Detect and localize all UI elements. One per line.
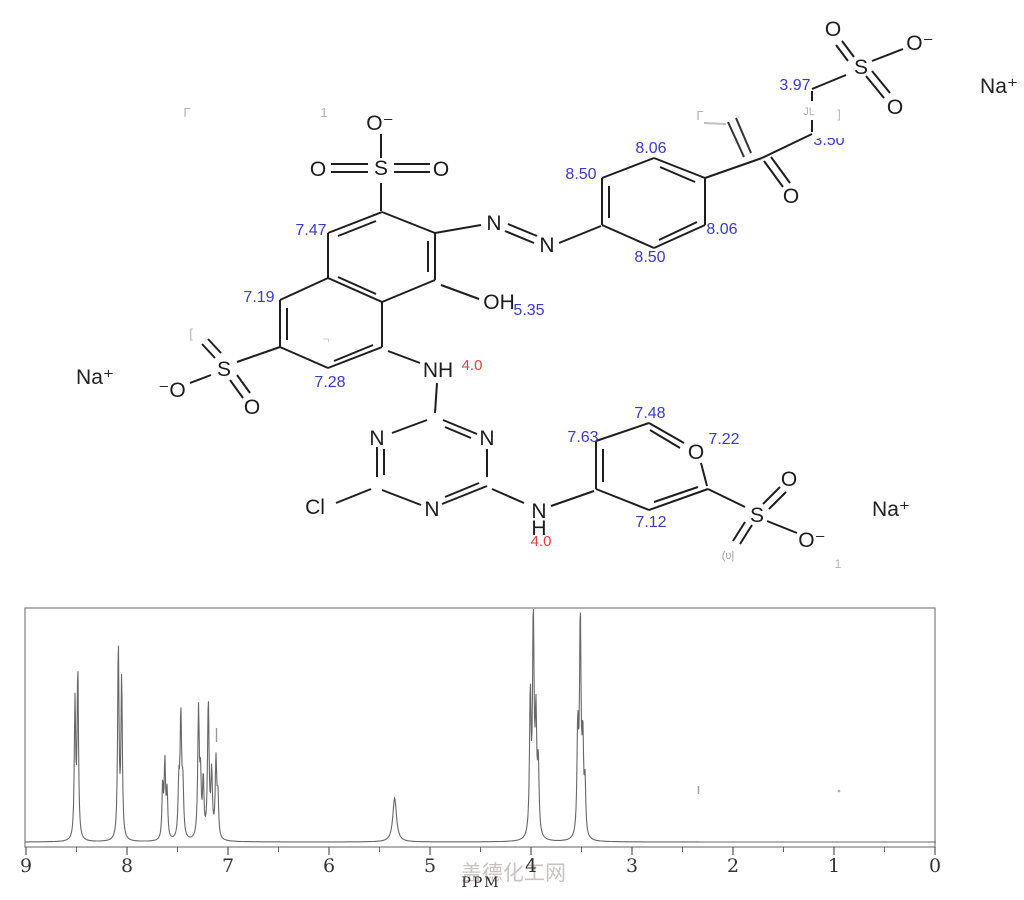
x-axis-title: PPM: [461, 875, 500, 891]
shift-label-8.06-b: 8.06: [706, 221, 737, 238]
carbonyl-o-label: O: [783, 185, 799, 208]
sodium-ion-top-right: Na⁺: [980, 75, 1018, 98]
axis-tick-label: 8: [121, 855, 133, 877]
triazine-n-left-label: N: [369, 427, 384, 450]
artifact-mark: Γ: [696, 108, 703, 123]
azo-n1-label: N: [486, 212, 501, 235]
nmr-spectrum: 盖德化工网 9 8 7 6 5 4 3 2 1 0 PPM: [20, 607, 941, 891]
chlorine-label: Cl: [305, 496, 325, 519]
shift-label-7.28: 7.28: [314, 374, 345, 391]
hydroxyl-label: OH: [483, 291, 515, 314]
nh-shift-label-4.0-a: 4.0: [462, 357, 483, 374]
sodium-ion-left: Na⁺: [76, 366, 114, 389]
artifact-mark: 1: [835, 557, 842, 571]
sodium-ion-bottom-right: Na⁺: [872, 498, 910, 521]
shift-label-7.19: 7.19: [243, 289, 274, 306]
amine2-n-label: N: [531, 500, 546, 523]
sulfonate2-o-label: O: [244, 396, 260, 419]
sulfonate1-o-left-label: O: [310, 158, 326, 181]
artifact-mark: ]: [837, 107, 840, 121]
sulfonate3-o-top-label: O: [781, 468, 797, 491]
sulfonate2-o-minus-label: ⁻O: [158, 379, 185, 402]
sulfonate1-o-right-label: O: [433, 158, 449, 181]
shift-label-7.47: 7.47: [295, 222, 326, 239]
axis-tick-label: 3: [626, 855, 638, 877]
ring-oxygen-label: O: [688, 441, 704, 464]
shift-label-7.63: 7.63: [567, 429, 598, 446]
artifact-mark: ¬: [322, 332, 329, 346]
azo-n2-label: N: [539, 234, 554, 257]
artifact-mark: [: [189, 326, 193, 341]
sulfonate2-s-label: S: [217, 358, 231, 381]
shift-label-8.06-a: 8.06: [635, 140, 666, 157]
amine2-h-label: H: [531, 517, 546, 540]
axis-tick-label: 4: [525, 855, 537, 877]
sulfonate1-s-label: S: [374, 157, 388, 180]
axis-tick-label: 9: [20, 855, 32, 877]
bond-lines: [189, 40, 904, 545]
erase-patch: [813, 131, 846, 138]
shift-label-7.48: 7.48: [634, 405, 665, 422]
nh-shift-label-4.0-b: 4.0: [531, 533, 552, 550]
axis-tick-label: 1: [828, 855, 840, 877]
artifact-mark: [837, 789, 841, 793]
shift-label-3.97: 3.97: [779, 77, 810, 94]
sulfonate4-o-minus-label: O⁻: [906, 32, 933, 55]
artifact-mark: (ᴜ|: [722, 550, 735, 562]
artifact-mark: 1: [320, 105, 327, 120]
amine1-nh-label: NH: [423, 359, 453, 382]
sulfonate4-s-label: S: [854, 56, 868, 79]
shift-label-7.12: 7.12: [635, 514, 666, 531]
spectrum-trace: [25, 608, 936, 843]
axis-tick-label: 2: [727, 855, 739, 877]
sulfonate3-o-minus-label: O⁻: [798, 529, 825, 552]
sulfonate3-s-label: S: [750, 504, 764, 527]
watermark-text: 盖德化工网: [461, 861, 566, 885]
axis-tick-label: 0: [929, 855, 941, 877]
artifact-mark: Γ: [183, 105, 190, 120]
triazine-n-right-label: N: [479, 427, 494, 450]
sulfonate1-o-minus-label: O⁻: [366, 112, 393, 135]
sulfonate4-o-bottom-label: O: [887, 96, 903, 119]
axis-tick-label: 5: [424, 855, 436, 877]
shift-label-7.22: 7.22: [708, 431, 739, 448]
sulfonate4-o-topleft-label: O: [825, 18, 841, 41]
molecule-structure: O⁻ S O O N N OH NH N N N Cl N H S ⁻O O O…: [76, 18, 1018, 571]
shift-label-8.50-a: 8.50: [565, 166, 596, 183]
artifact-mark: JL: [803, 106, 815, 118]
shift-label-8.50-b: 8.50: [634, 249, 665, 266]
axis-tick-label: 7: [222, 855, 234, 877]
shift-label-5.35: 5.35: [513, 302, 544, 319]
x-axis: 9 8 7 6 5 4 3 2 1 0: [20, 847, 941, 877]
triazine-n-bottom-label: N: [424, 498, 439, 521]
axis-tick-label: 6: [323, 855, 335, 877]
